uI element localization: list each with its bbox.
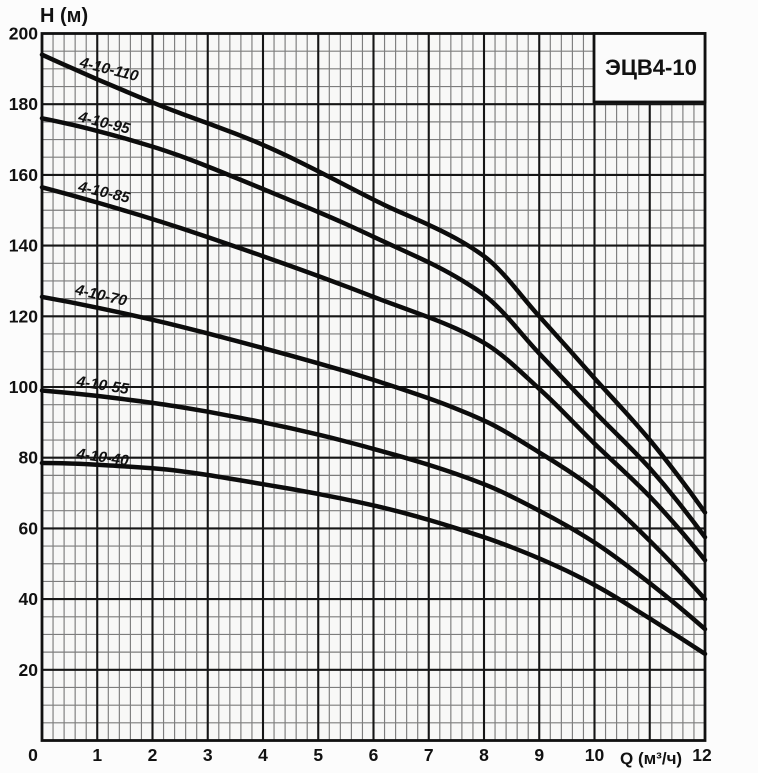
svg-text:80: 80 — [19, 448, 39, 468]
svg-text:2: 2 — [148, 745, 158, 765]
svg-text:9: 9 — [534, 745, 544, 765]
svg-text:H (м): H (м) — [40, 5, 88, 27]
svg-text:7: 7 — [424, 745, 434, 765]
svg-text:12: 12 — [692, 745, 712, 765]
svg-text:8: 8 — [479, 745, 489, 765]
svg-text:6: 6 — [369, 745, 379, 765]
svg-text:200: 200 — [9, 24, 38, 44]
svg-text:100: 100 — [9, 377, 38, 397]
svg-text:10: 10 — [585, 745, 605, 765]
svg-text:1: 1 — [92, 745, 102, 765]
svg-text:120: 120 — [9, 306, 38, 326]
svg-text:40: 40 — [19, 589, 39, 609]
svg-text:60: 60 — [19, 518, 39, 538]
svg-text:160: 160 — [9, 165, 38, 185]
svg-text:3: 3 — [203, 745, 213, 765]
svg-text:ЭЦВ4-10: ЭЦВ4-10 — [605, 55, 697, 80]
svg-text:5: 5 — [313, 745, 323, 765]
svg-text:20: 20 — [19, 660, 39, 680]
svg-text:0: 0 — [28, 745, 38, 765]
svg-text:Q (м³/ч): Q (м³/ч) — [620, 749, 682, 768]
svg-text:180: 180 — [9, 94, 38, 114]
svg-text:140: 140 — [9, 236, 38, 256]
svg-text:4: 4 — [258, 745, 268, 765]
